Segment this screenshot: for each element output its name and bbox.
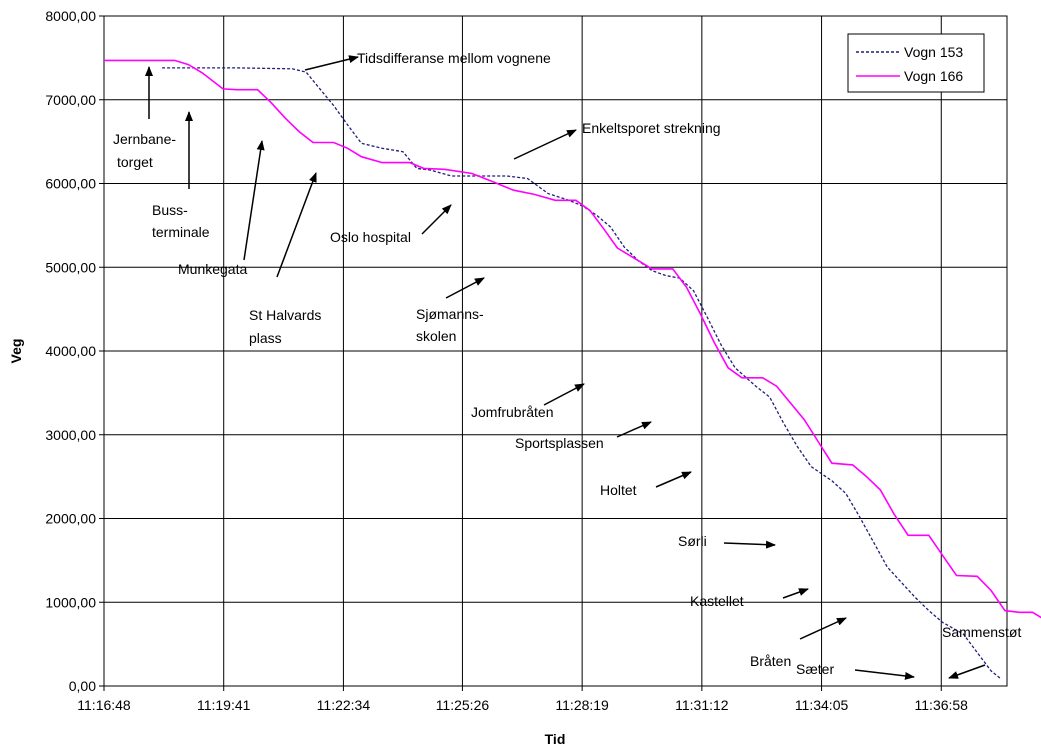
y-tick-label: 8000,00 — [45, 8, 96, 24]
annotation-label: Sørli — [678, 533, 707, 549]
x-axis-title: Tid — [545, 731, 566, 747]
x-tick-label: 11:19:41 — [197, 697, 251, 713]
annotation-arrow — [948, 664, 986, 679]
x-tick-label: 11:22:34 — [317, 697, 371, 713]
x-axis-ticks: 11:16:48 11:19:41 11:22:34 11:25:26 11:28:19… — [77, 686, 968, 713]
y-axis-ticks: 0,00 1000,00 2000,00 3000,00 4000,00 5000,00 6… — [45, 8, 104, 694]
y-tick-label: 6000,00 — [45, 176, 96, 192]
series-lines — [104, 59, 1041, 680]
y-tick-label: 7000,00 — [45, 92, 96, 108]
annotation-arrow — [421, 204, 452, 235]
annotation-arrow — [782, 588, 809, 599]
annotation-label: Sportsplassen — [515, 435, 604, 451]
annotation-arrow — [854, 669, 915, 680]
annotation-arrow — [655, 471, 692, 488]
annotation-label: Tidsdifferanse mellom vognene — [357, 50, 551, 66]
x-tick-label: 11:31:12 — [675, 697, 729, 713]
annotation-arrow — [543, 383, 585, 406]
annotation-label: Oslo hospital — [330, 229, 411, 245]
annotation-label: torget — [117, 154, 153, 170]
series-line-vogn-153 — [162, 67, 1002, 680]
annotation-arrow — [243, 140, 265, 261]
annotation-label: Jomfrubråten — [471, 404, 553, 420]
annotation-arrow — [276, 172, 317, 278]
y-axis-title: Veg — [8, 339, 24, 364]
y-tick-label: 0,00 — [69, 678, 96, 694]
annotation-arrow — [723, 540, 776, 549]
y-tick-label: 4000,00 — [45, 343, 96, 359]
annotation-label: Enkeltsporet strekning — [582, 120, 721, 136]
y-tick-label: 2000,00 — [45, 511, 96, 527]
legend: Vogn 153 Vogn 166 — [847, 33, 985, 93]
legend-box — [847, 33, 985, 93]
annotation-arrow — [304, 55, 359, 71]
annotation-arrow — [616, 421, 652, 438]
annotation-label: Kastellet — [690, 593, 744, 609]
x-tick-label: 11:34:05 — [795, 697, 849, 713]
annotation-label: Jernbane- — [113, 131, 176, 147]
y-tick-label: 3000,00 — [45, 427, 96, 443]
gridlines — [103, 15, 1007, 687]
annotation-label: terminale — [152, 224, 210, 240]
annotation-label: plass — [249, 330, 282, 346]
legend-label-vogn-166: Vogn 166 — [904, 68, 963, 84]
annotation-arrow — [799, 617, 847, 640]
y-tick-label: 1000,00 — [45, 594, 96, 610]
series-line-vogn-166 — [104, 59, 1041, 619]
annotations: Tidsdifferanse mellom vognene Enkeltspore… — [113, 50, 1021, 680]
annotation-label: Sjømanns- — [416, 306, 484, 322]
annotation-arrow — [513, 129, 577, 160]
annotation-label: Sammenstøt — [942, 624, 1021, 640]
annotation-label: Buss- — [152, 202, 188, 218]
annotation-label: Holtet — [600, 482, 637, 498]
annotation-label: Bråten — [750, 653, 791, 669]
annotation-label: St Halvards — [249, 307, 321, 323]
annotation-label: Munkegata — [178, 261, 247, 277]
legend-label-vogn-153: Vogn 153 — [904, 44, 963, 60]
annotation-label: Sæter — [796, 661, 834, 677]
x-tick-label: 11:25:26 — [436, 697, 490, 713]
x-tick-label: 11:16:48 — [77, 697, 131, 713]
x-tick-label: 11:28:19 — [555, 697, 609, 713]
y-tick-label: 5000,00 — [45, 259, 96, 275]
annotation-arrow — [445, 277, 485, 299]
annotation-label: skolen — [416, 328, 456, 344]
x-tick-label: 11:36:58 — [915, 697, 969, 713]
